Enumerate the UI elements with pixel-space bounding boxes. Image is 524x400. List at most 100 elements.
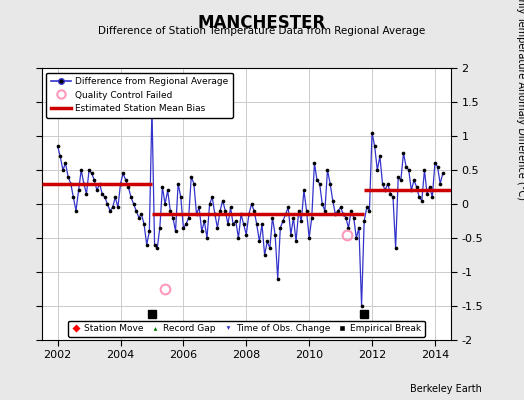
Point	[205, 201, 214, 207]
Point	[72, 208, 80, 214]
Point	[124, 184, 133, 190]
Point	[350, 214, 358, 221]
Point	[156, 225, 164, 231]
Point	[289, 214, 298, 221]
Point	[132, 208, 140, 214]
Point	[266, 245, 274, 251]
Point	[148, 106, 156, 112]
Point	[439, 170, 447, 177]
Point	[53, 143, 62, 149]
Point	[418, 198, 426, 204]
Point	[98, 191, 106, 197]
Point	[255, 238, 264, 244]
Point	[179, 225, 188, 231]
Point	[300, 187, 308, 194]
Point	[425, 184, 434, 190]
Point	[108, 204, 117, 210]
Point	[150, 242, 159, 248]
Point	[253, 221, 261, 228]
Point	[423, 191, 431, 197]
Point	[365, 208, 374, 214]
Point	[111, 194, 119, 200]
Point	[331, 211, 340, 218]
Point	[67, 180, 75, 187]
Point	[250, 208, 258, 214]
Point	[192, 211, 201, 218]
Point	[145, 228, 154, 234]
Point	[292, 238, 300, 244]
Point	[308, 214, 316, 221]
Point	[389, 194, 397, 200]
Point	[90, 177, 99, 183]
Text: Monthly Temperature Anomaly Difference (°C): Monthly Temperature Anomaly Difference (…	[516, 0, 524, 200]
Point	[397, 177, 405, 183]
Point	[106, 208, 114, 214]
Point	[433, 163, 442, 170]
Point	[373, 167, 381, 173]
Point	[321, 208, 329, 214]
Point	[116, 180, 125, 187]
Point	[405, 167, 413, 173]
Point	[420, 167, 429, 173]
Point	[208, 194, 216, 200]
Point	[211, 211, 219, 218]
Point	[232, 218, 240, 224]
Point	[247, 201, 256, 207]
Point	[226, 204, 235, 210]
Point	[171, 228, 180, 234]
Point	[77, 167, 85, 173]
Point	[394, 174, 402, 180]
Point	[391, 245, 400, 251]
Point	[258, 221, 266, 228]
Point	[103, 201, 112, 207]
Point	[127, 194, 135, 200]
Point	[342, 214, 350, 221]
Point	[216, 208, 224, 214]
Point	[88, 170, 96, 177]
Point	[242, 231, 250, 238]
Point	[166, 208, 174, 214]
Point	[169, 214, 177, 221]
Point	[61, 160, 70, 166]
Point	[59, 167, 67, 173]
Point	[281, 211, 290, 218]
Point	[213, 225, 222, 231]
Point	[85, 167, 93, 173]
Point	[158, 184, 167, 190]
Point	[174, 180, 182, 187]
Point	[344, 225, 353, 231]
Point	[297, 218, 305, 224]
Point	[200, 218, 209, 224]
Point	[153, 245, 161, 251]
Point	[229, 221, 237, 228]
Point	[336, 204, 345, 210]
Point	[184, 214, 193, 221]
Point	[56, 153, 64, 160]
Point	[122, 177, 130, 183]
Legend: Station Move, Record Gap, Time of Obs. Change, Empirical Break: Station Move, Record Gap, Time of Obs. C…	[68, 321, 425, 337]
Point	[161, 201, 169, 207]
Point	[237, 211, 245, 218]
Point	[224, 221, 232, 228]
Point	[357, 303, 366, 309]
Point	[323, 167, 332, 173]
Point	[302, 208, 311, 214]
Point	[352, 235, 361, 241]
Point	[187, 174, 195, 180]
Point	[93, 187, 101, 194]
Point	[82, 191, 91, 197]
Point	[182, 221, 190, 228]
Point	[287, 231, 295, 238]
Point	[360, 218, 368, 224]
Point	[274, 276, 282, 282]
Point	[135, 214, 143, 221]
Point	[313, 177, 321, 183]
Point	[431, 160, 439, 166]
Point	[163, 187, 172, 194]
Point	[137, 211, 146, 218]
Point	[101, 194, 109, 200]
Point	[279, 218, 287, 224]
Point	[119, 170, 127, 177]
Point	[386, 191, 395, 197]
Point	[260, 252, 269, 258]
